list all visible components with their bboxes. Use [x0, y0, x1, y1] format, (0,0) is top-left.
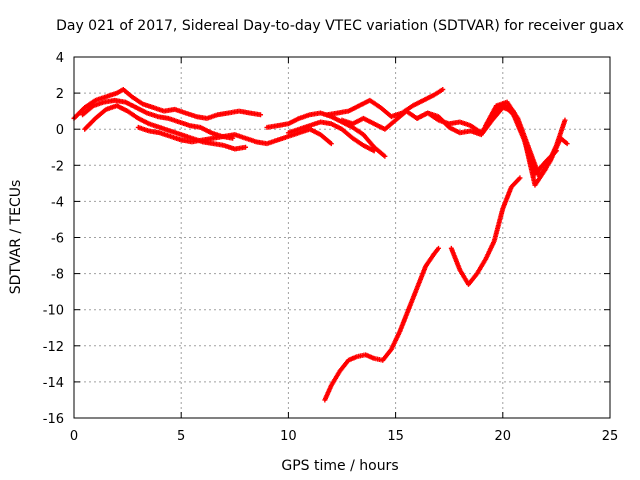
data-point [440, 86, 446, 92]
data-point [562, 117, 568, 123]
data-point [564, 141, 570, 147]
y-axis-label: SDTVAR / TECUs [8, 180, 24, 295]
series-trace-g [324, 86, 446, 120]
y-tick-label: -4 [51, 195, 64, 210]
data-point [328, 141, 334, 147]
x-tick-label: 15 [387, 429, 404, 444]
series-trace-j [483, 99, 570, 179]
y-tick-label: -10 [43, 304, 64, 319]
series-trace-b [80, 97, 236, 141]
data-point [243, 144, 249, 150]
y-tick-label: -14 [43, 376, 64, 391]
x-tick-label: 0 [70, 429, 78, 444]
x-tick-label: 5 [177, 429, 185, 444]
data-point [517, 175, 523, 181]
y-tick-label: -8 [51, 268, 64, 283]
series-trace-d [135, 124, 334, 147]
data-point [371, 148, 377, 154]
y-tick-label: 0 [56, 123, 64, 138]
y-tick-label: -16 [43, 412, 64, 427]
x-axis-label: GPS time / hours [281, 458, 398, 474]
y-axis: -16 -14 -12 -10 -8 -6 -4 -2 0 2 4 [43, 51, 610, 427]
data-point [382, 153, 388, 159]
x-tick-label: 10 [280, 429, 297, 444]
series-trace-e [264, 110, 388, 159]
data-point [435, 245, 441, 251]
series-trace-l [448, 175, 523, 287]
series-trace-f [285, 119, 377, 154]
data-points [71, 86, 570, 403]
x-tick-label: 20 [495, 429, 512, 444]
chart-title: Day 021 of 2017, Sidereal Day-to-day VTE… [56, 18, 624, 34]
series-trace-a [71, 86, 264, 121]
data-point [258, 112, 264, 118]
x-tick-label: 25 [602, 429, 619, 444]
y-tick-label: 4 [56, 51, 64, 66]
y-tick-label: 2 [56, 87, 64, 102]
series-trace-k [322, 245, 441, 403]
y-tick-label: -6 [51, 232, 64, 247]
x-axis: 0 5 10 15 20 25 [70, 57, 618, 444]
series-trace-c [82, 103, 249, 152]
y-tick-label: -2 [51, 159, 64, 174]
y-tick-label: -12 [43, 340, 64, 355]
